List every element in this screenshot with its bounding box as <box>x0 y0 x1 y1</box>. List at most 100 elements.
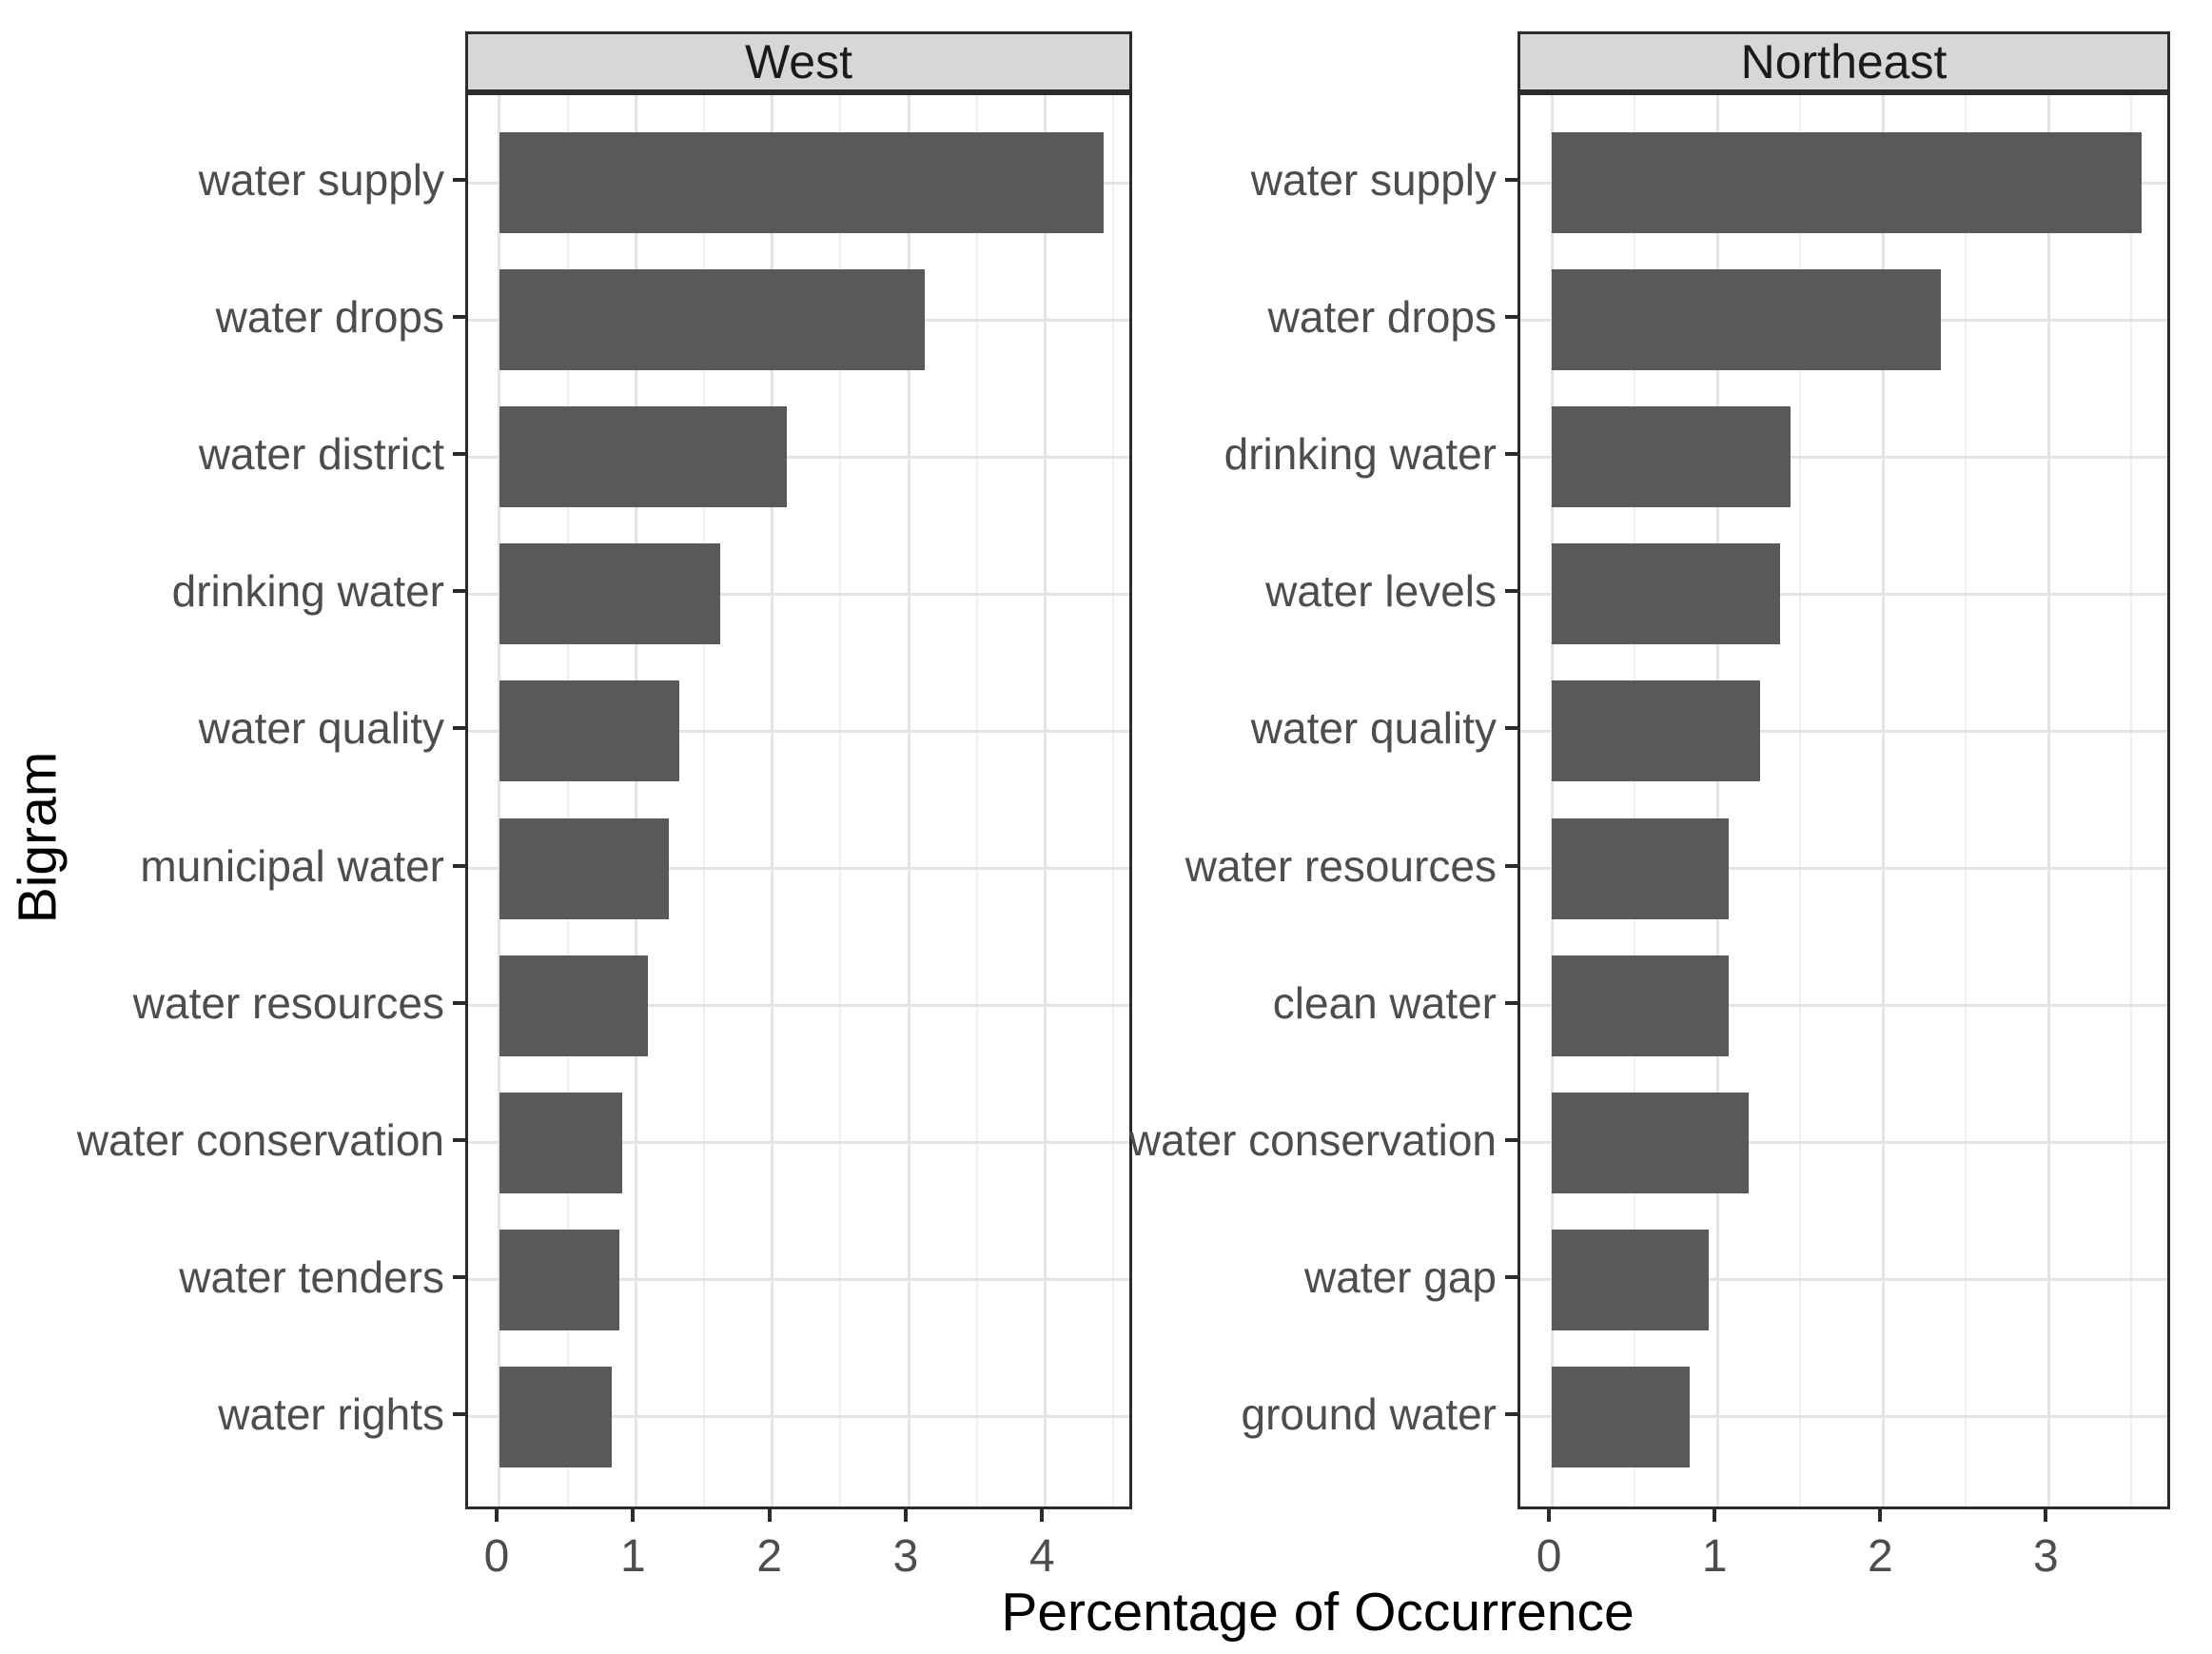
x-tick-mark <box>2044 1509 2048 1522</box>
bar-water-supply <box>1552 132 2142 234</box>
y-tick-mark <box>453 589 465 594</box>
gridline-major <box>1550 95 1554 1506</box>
category-label-water-district: water district <box>198 429 444 480</box>
facet-strip-label: West <box>745 35 852 89</box>
y-tick-mark <box>453 863 465 868</box>
y-tick-mark <box>453 452 465 457</box>
x-tick-label-0: 0 <box>1536 1531 1562 1582</box>
bar-water-conservation <box>499 1092 622 1193</box>
gridline-minor <box>1634 95 1636 1506</box>
x-tick-label-1: 1 <box>1701 1531 1728 1582</box>
y-tick-mark <box>1505 1000 1517 1005</box>
category-label-water-drops: water drops <box>215 292 444 343</box>
x-tick-label-1: 1 <box>619 1531 646 1582</box>
gridline-major <box>1715 95 1719 1506</box>
x-tick-mark <box>494 1509 499 1522</box>
y-tick-mark <box>453 1274 465 1279</box>
gridline-category <box>468 592 1129 596</box>
facet-strip-west: West <box>465 31 1132 92</box>
gridline-minor <box>839 95 842 1506</box>
category-label-water-supply: water supply <box>1250 155 1497 206</box>
x-tick-label-3: 3 <box>2033 1531 2059 1582</box>
gridline-minor <box>1965 95 1967 1506</box>
y-tick-mark <box>1505 726 1517 731</box>
x-tick-label-4: 4 <box>1029 1531 1055 1582</box>
x-tick-label-2: 2 <box>1867 1531 1893 1582</box>
category-label-water-resources: water resources <box>132 977 444 1028</box>
bar-water-resources <box>499 955 649 1056</box>
y-tick-mark <box>453 1411 465 1416</box>
bar-water-district <box>499 406 788 508</box>
gridline-category <box>1520 1278 2167 1282</box>
bar-drinking-water <box>1552 406 1791 508</box>
x-tick-mark <box>1547 1509 1552 1522</box>
bar-municipal-water <box>499 817 669 919</box>
category-label-ground-water: ground water <box>1241 1388 1498 1439</box>
gridline-category <box>468 1278 1129 1282</box>
bar-water-rights <box>499 1366 612 1467</box>
y-tick-mark <box>453 1137 465 1142</box>
y-tick-mark <box>1505 1274 1517 1279</box>
gridline-minor <box>566 95 569 1506</box>
y-tick-mark <box>1505 1137 1517 1142</box>
x-tick-mark <box>767 1509 772 1522</box>
gridline-category <box>468 867 1129 871</box>
gridline-category <box>468 455 1129 459</box>
panel-northeast <box>1517 92 2170 1509</box>
bar-water-drops <box>499 269 926 371</box>
bar-water-levels <box>1552 543 1781 645</box>
x-axis-title: Percentage of Occurrence <box>1001 1582 1635 1643</box>
x-tick-mark <box>1040 1509 1045 1522</box>
gridline-category <box>468 729 1129 733</box>
gridline-minor <box>1799 95 1802 1506</box>
y-tick-mark <box>1505 1411 1517 1416</box>
facet-strip-label: Northeast <box>1740 35 1948 89</box>
y-tick-mark <box>1505 315 1517 320</box>
y-tick-mark <box>1505 452 1517 457</box>
gridline-category <box>1520 1141 2167 1145</box>
gridline-minor <box>975 95 978 1506</box>
gridline-major <box>2046 95 2050 1506</box>
bar-water-gap <box>1552 1229 1710 1330</box>
x-tick-mark <box>1713 1509 1717 1522</box>
category-label-municipal-water: municipal water <box>140 840 444 891</box>
bar-water-drops <box>1552 269 1942 371</box>
gridline-category <box>1520 867 2167 871</box>
panel-west <box>465 92 1132 1509</box>
x-tick-mark <box>631 1509 636 1522</box>
bar-water-quality <box>1552 680 1761 782</box>
gridline-minor <box>1112 95 1115 1506</box>
bar-water-resources <box>1552 817 1730 919</box>
y-tick-mark <box>453 1000 465 1005</box>
category-label-water-supply: water supply <box>198 155 444 206</box>
category-label-water-gap: water gap <box>1303 1251 1497 1302</box>
gridline-major <box>1043 95 1047 1506</box>
y-tick-mark <box>453 178 465 183</box>
category-label-water-quality: water quality <box>198 703 444 754</box>
category-label-water-conservation: water conservation <box>76 1114 444 1165</box>
gridline-category <box>1520 1004 2167 1008</box>
bar-drinking-water <box>499 543 721 645</box>
y-tick-mark <box>1505 863 1517 868</box>
gridline-category <box>1520 592 2167 596</box>
gridline-category <box>1520 1415 2167 1419</box>
x-tick-mark <box>1878 1509 1883 1522</box>
y-tick-mark <box>1505 178 1517 183</box>
facet-strip-northeast: Northeast <box>1517 31 2170 92</box>
gridline-minor <box>703 95 705 1506</box>
gridline-major <box>498 95 501 1506</box>
category-label-water-drops: water drops <box>1267 292 1497 343</box>
bar-water-quality <box>499 680 680 782</box>
gridline-major <box>907 95 910 1506</box>
gridline-major <box>771 95 774 1506</box>
bar-water-tenders <box>499 1229 620 1330</box>
category-label-water-rights: water rights <box>218 1388 444 1439</box>
x-tick-label-2: 2 <box>756 1531 783 1582</box>
bar-water-conservation <box>1552 1092 1750 1193</box>
x-tick-mark <box>904 1509 909 1522</box>
gridline-minor <box>2130 95 2133 1506</box>
gridline-category <box>1520 729 2167 733</box>
category-label-water-quality: water quality <box>1250 703 1497 754</box>
bar-ground-water <box>1552 1366 1690 1467</box>
x-tick-label-3: 3 <box>892 1531 919 1582</box>
